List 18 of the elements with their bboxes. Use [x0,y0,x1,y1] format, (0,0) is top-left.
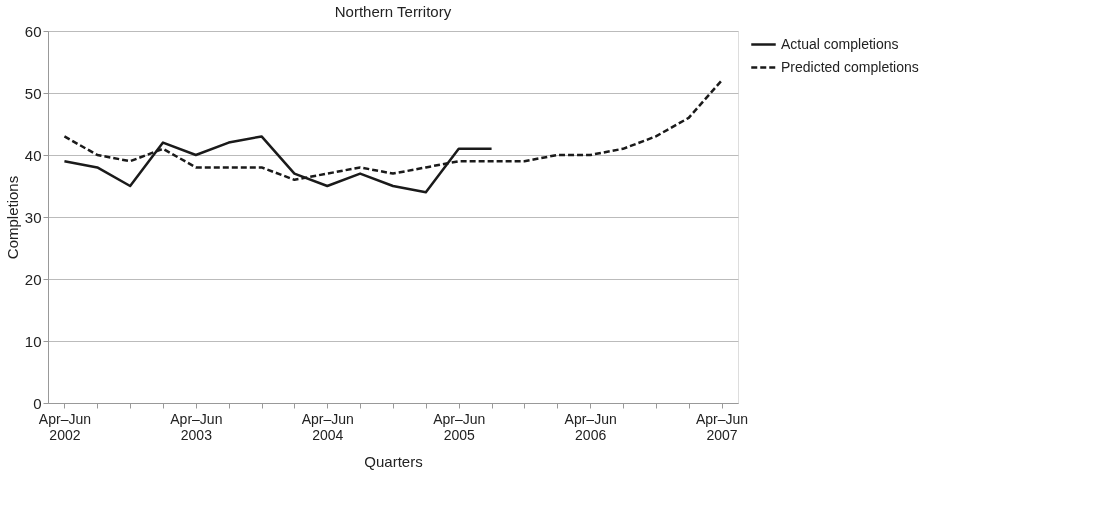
x-tick-label: Apr–Jun 2006 [564,410,617,443]
y-tick-label: 0 [33,394,42,412]
x-tick-label: Apr–Jun 2005 [433,410,486,443]
x-tick-label: Apr–Jun 2003 [170,410,223,443]
chart-title: Northern Territory [334,3,452,20]
y-tick-label: 60 [24,22,42,40]
x-tick-label: Apr–Jun 2007 [695,410,749,443]
y-tick-label: 10 [24,332,42,350]
y-axis-title: Completions [3,175,21,260]
y-tick-label: 50 [24,84,42,102]
legend-label: Predicted completions [781,58,919,75]
legend-label: Actual completions [781,35,899,52]
x-tick-label: Apr–Jun 2004 [301,410,354,443]
y-tick-label: 30 [24,208,42,226]
y-tick-label: 40 [24,146,42,164]
x-axis-title: Quarters [364,452,423,470]
x-tick-label: Apr–Jun 2002 [38,410,92,443]
y-tick-label: 20 [24,270,42,288]
